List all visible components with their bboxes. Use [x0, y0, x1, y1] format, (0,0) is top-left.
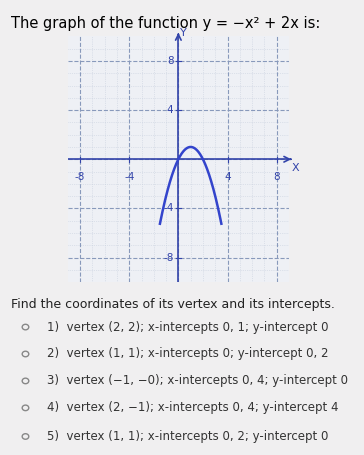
- Text: -4: -4: [163, 203, 174, 213]
- Text: 3)  vertex (−1, −0); x-intercepts 0, 4; y-intercept 0: 3) vertex (−1, −0); x-intercepts 0, 4; y…: [47, 374, 348, 387]
- Text: Y: Y: [180, 28, 187, 38]
- Text: 2)  vertex (1, 1); x-intercepts 0; y-intercept 0, 2: 2) vertex (1, 1); x-intercepts 0; y-inte…: [47, 348, 329, 360]
- Text: 1)  vertex (2, 2); x-intercepts 0, 1; y-intercept 0: 1) vertex (2, 2); x-intercepts 0, 1; y-i…: [47, 321, 329, 334]
- Text: The graph of the function y = −x² + 2x is:: The graph of the function y = −x² + 2x i…: [11, 16, 320, 31]
- Text: 4)  vertex (2, −1); x-intercepts 0, 4; y-intercept 4: 4) vertex (2, −1); x-intercepts 0, 4; y-…: [47, 401, 339, 415]
- Text: X: X: [291, 163, 299, 173]
- Text: 4: 4: [167, 105, 174, 115]
- Text: -8: -8: [75, 172, 85, 182]
- Text: -4: -4: [124, 172, 134, 182]
- Text: 5)  vertex (1, 1); x-intercepts 0, 2; y-intercept 0: 5) vertex (1, 1); x-intercepts 0, 2; y-i…: [47, 430, 329, 443]
- Text: Find the coordinates of its vertex and its intercepts.: Find the coordinates of its vertex and i…: [11, 298, 335, 311]
- Text: 8: 8: [167, 56, 174, 66]
- Text: -8: -8: [163, 253, 174, 263]
- Text: 8: 8: [273, 172, 280, 182]
- Text: 4: 4: [224, 172, 231, 182]
